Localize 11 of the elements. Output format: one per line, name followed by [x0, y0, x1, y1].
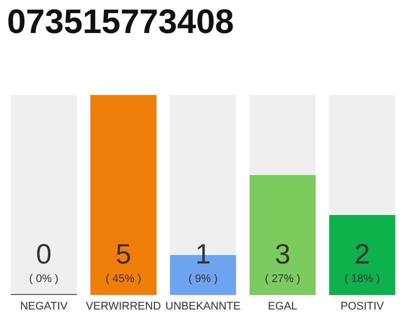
data-label: 2 ( 18% ) [344, 238, 380, 285]
data-label: 0 ( 0% ) [29, 238, 58, 285]
data-label: 3 ( 27% ) [264, 238, 300, 285]
data-label: 1 ( 9% ) [188, 238, 218, 285]
x-tick-label: POSITIV [340, 300, 385, 312]
data-label: 5 ( 45% ) [106, 238, 142, 285]
x-tick-label: NEGATIV [20, 300, 68, 312]
chart-title: 073515773408 [7, 3, 234, 41]
x-tick-label: UNBEKANNTE [165, 300, 241, 312]
x-tick-label: VERWIRREND [86, 300, 161, 312]
x-tick-label: EGAL [268, 300, 298, 312]
